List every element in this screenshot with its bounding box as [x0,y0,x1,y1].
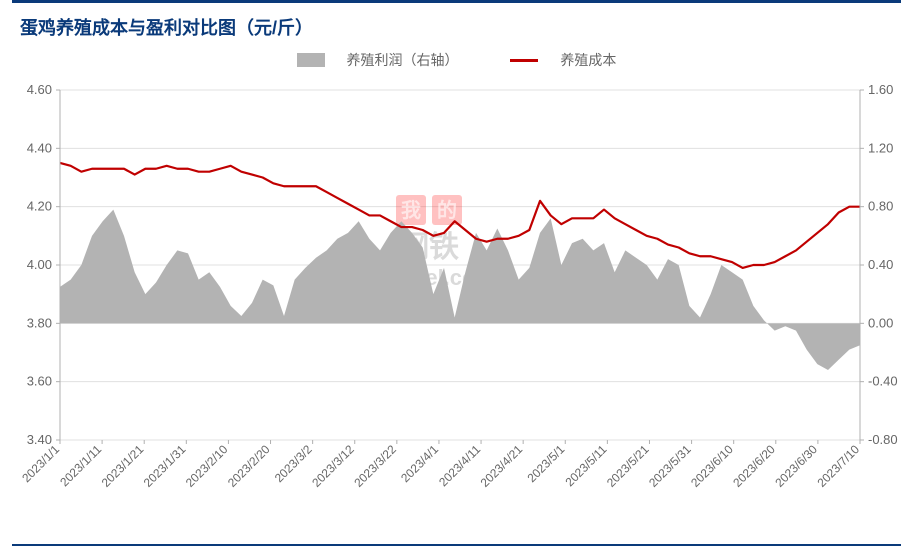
svg-text:-0.40: -0.40 [868,374,898,389]
svg-text:2023/7/10: 2023/7/10 [814,442,862,490]
legend-profit-label: 养殖利润（右轴） [347,52,459,68]
svg-text:2023/4/21: 2023/4/21 [478,442,526,490]
svg-text:我: 我 [401,199,421,222]
svg-text:2023/3/12: 2023/3/12 [309,442,357,490]
svg-text:2023/5/11: 2023/5/11 [562,442,609,489]
svg-text:3.40: 3.40 [27,432,52,447]
svg-text:2023/3/22: 2023/3/22 [351,442,399,490]
legend-cost: 养殖成本 [498,51,628,67]
svg-text:2023/5/31: 2023/5/31 [646,442,694,490]
svg-text:2023/1/11: 2023/1/11 [57,442,104,489]
svg-text:2023/2/10: 2023/2/10 [183,442,231,490]
svg-text:0.00: 0.00 [868,315,893,330]
svg-text:2023/1/31: 2023/1/31 [141,442,189,490]
chart-area: 3.40 -0.80 3.60 -0.40 3.80 0.00 4.00 0.40 4.20 0.… [10,80,903,536]
legend-profit-swatch [297,53,325,67]
svg-text:3.60: 3.60 [27,374,52,389]
chart-title: 蛋鸡养殖成本与盈利对比图（元/斤） [20,14,313,40]
svg-text:0.80: 0.80 [868,199,893,214]
legend: 养殖利润（右轴） 养殖成本 [0,50,913,70]
svg-text:2023/1/1: 2023/1/1 [19,442,62,485]
svg-text:2023/6/10: 2023/6/10 [688,442,736,490]
svg-text:2023/4/1: 2023/4/1 [398,442,441,485]
svg-text:1.20: 1.20 [868,140,893,155]
svg-text:0.40: 0.40 [868,257,893,272]
svg-text:2023/6/20: 2023/6/20 [730,442,778,490]
svg-text:1.60: 1.60 [868,82,893,97]
svg-text:2023/1/21: 2023/1/21 [99,442,147,490]
svg-text:2023/4/11: 2023/4/11 [436,442,483,489]
svg-text:2023/2/20: 2023/2/20 [225,442,273,490]
chart-svg: 3.40 -0.80 3.60 -0.40 3.80 0.00 4.00 0.40 4.20 0.… [10,80,903,536]
svg-text:的: 的 [437,198,457,222]
svg-text:4.20: 4.20 [27,199,52,214]
svg-text:3.80: 3.80 [27,315,52,330]
svg-text:2023/5/21: 2023/5/21 [604,442,652,490]
legend-cost-label: 养殖成本 [560,52,616,68]
svg-text:4.40: 4.40 [27,140,52,155]
svg-text:2023/5/1: 2023/5/1 [524,442,567,485]
svg-text:4.00: 4.00 [27,257,52,272]
legend-profit: 养殖利润（右轴） [285,51,475,67]
svg-text:4.60: 4.60 [27,82,52,97]
svg-text:2023/3/2: 2023/3/2 [272,442,315,485]
svg-text:2023/6/30: 2023/6/30 [772,442,820,490]
svg-text:-0.80: -0.80 [868,432,898,447]
top-border [12,0,901,3]
legend-cost-swatch [510,59,538,62]
